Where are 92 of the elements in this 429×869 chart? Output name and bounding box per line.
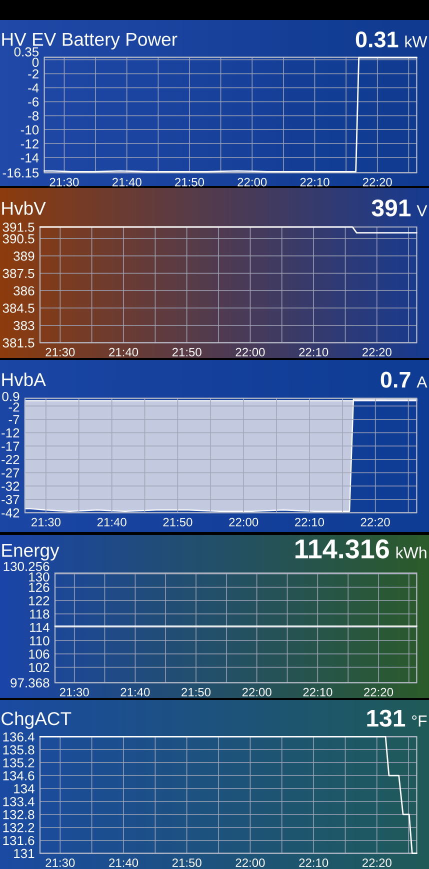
x-tick-label: 22:00	[236, 348, 265, 356]
y-axis-title: kW	[405, 36, 428, 48]
y-tick-label: 384.5	[2, 304, 34, 313]
y-tick-label: -10	[20, 125, 39, 134]
y-axis-title: A	[416, 376, 428, 388]
y-tick-label: 130	[29, 572, 50, 582]
y-tick-label: -2	[8, 402, 20, 412]
chart-title: HvbA	[2, 372, 46, 386]
y-tick-label: -6	[28, 97, 39, 107]
x-tick-label: 22:00	[229, 518, 258, 526]
y-tick-label: 133.4	[3, 797, 34, 806]
x-tick-label: 22:10	[300, 178, 330, 186]
y-tick-label: -42	[2, 508, 20, 518]
y-tick-label: 97.368	[10, 678, 50, 688]
x-tick-label: 21:50	[182, 688, 211, 696]
x-tick-label: 21:50	[172, 348, 202, 356]
x-tick-label: 22:20	[362, 858, 392, 867]
x-tick-label: 21:40	[112, 178, 142, 186]
x-tick-label: 21:50	[172, 858, 202, 867]
x-tick-label: 22:00	[242, 688, 272, 696]
y-tick-label: 0.9	[2, 392, 20, 402]
x-tick-label: 22:10	[299, 348, 328, 356]
y-tick-label: -27	[2, 468, 20, 478]
y-tick-label: -14	[20, 153, 39, 162]
x-tick-label: 21:30	[32, 518, 60, 526]
x-tick-label: 22:10	[295, 518, 324, 526]
y-tick-label: 126	[29, 582, 50, 592]
y-tick-label: 132.2	[3, 822, 34, 832]
y-tick-label: 389	[14, 252, 34, 261]
chart-subtitle: 391	[372, 199, 411, 216]
y-tick-label: 387.5	[2, 268, 34, 278]
x-tick-label: 21:50	[163, 518, 192, 526]
y-tick-label: -16.15	[2, 168, 39, 178]
y-tick-label: -32	[2, 482, 20, 491]
chart-title: ChgACT	[2, 712, 72, 729]
y-tick-label: 0	[32, 58, 39, 67]
x-tick-label: 21:40	[97, 518, 126, 526]
chart-title: HvbV	[2, 201, 46, 215]
y-tick-label: 386	[14, 286, 34, 296]
y-tick-label: 135.2	[3, 758, 34, 768]
y-tick-label: -22	[2, 454, 20, 464]
y-tick-label: 390.5	[2, 234, 34, 244]
y-axis-title: °F	[412, 715, 427, 727]
x-tick-label: 22:00	[236, 858, 265, 867]
y-tick-label: 131	[14, 848, 34, 858]
y-tick-label: 391.5	[2, 222, 34, 232]
y-tick-label: -37	[2, 494, 20, 504]
x-tick-label: 22:20	[362, 348, 392, 356]
x-tick-label: 22:10	[299, 858, 328, 867]
chart-subtitle: 0.7	[380, 372, 410, 388]
x-tick-label: 21:50	[175, 178, 204, 186]
x-tick-label: 22:20	[364, 688, 394, 696]
y-axis-title: V	[416, 205, 428, 216]
line-series	[39, 736, 418, 854]
y-tick-label: 110	[30, 636, 50, 646]
y-tick-label: -12	[2, 428, 20, 438]
y-tick-label: 135.8	[3, 745, 34, 754]
x-tick-label: 21:30	[46, 348, 75, 356]
y-tick-label: -2	[28, 69, 38, 78]
y-tick-label: 122	[29, 596, 50, 606]
y-axis-title: kWh	[396, 546, 426, 558]
x-tick-label: 22:10	[303, 688, 332, 696]
y-tick-label: 132.8	[3, 810, 34, 820]
y-tick-label: 106	[29, 650, 50, 659]
x-tick-label: 22:20	[362, 178, 392, 186]
y-tick-label: -8	[28, 111, 39, 120]
chart-title: Energy	[2, 544, 60, 561]
y-tick-label: 118	[30, 609, 50, 619]
x-tick-label: 21:40	[109, 348, 138, 356]
y-tick-label: 130.256	[4, 562, 50, 572]
x-tick-label: 21:30	[46, 858, 75, 867]
y-tick-label: 131.6	[3, 836, 34, 846]
y-tick-label: 102	[29, 662, 50, 672]
x-tick-label: 22:00	[238, 178, 267, 186]
x-tick-label: 21:40	[109, 858, 138, 867]
y-tick-label: 114	[30, 622, 50, 632]
y-tick-label: -12	[20, 139, 38, 148]
chart-subtitle: 131	[367, 710, 406, 727]
x-tick-label: 21:30	[60, 688, 89, 696]
x-tick-label: 22:20	[360, 518, 390, 526]
chart-subtitle: 0.31	[356, 31, 398, 48]
y-tick-label: 383	[14, 320, 34, 330]
chart-subtitle: 114.316	[296, 539, 389, 558]
y-tick-label: 136.4	[3, 732, 34, 742]
x-tick-label: 21:30	[50, 178, 79, 186]
y-tick-label: 134.6	[3, 771, 34, 780]
x-tick-label: 21:40	[120, 688, 150, 696]
y-tick-label: -17	[2, 442, 20, 451]
y-tick-label: -4	[28, 83, 39, 92]
y-tick-label: -7	[8, 415, 20, 424]
y-tick-label: 134	[14, 784, 34, 794]
y-tick-label: 381.5	[2, 338, 34, 348]
